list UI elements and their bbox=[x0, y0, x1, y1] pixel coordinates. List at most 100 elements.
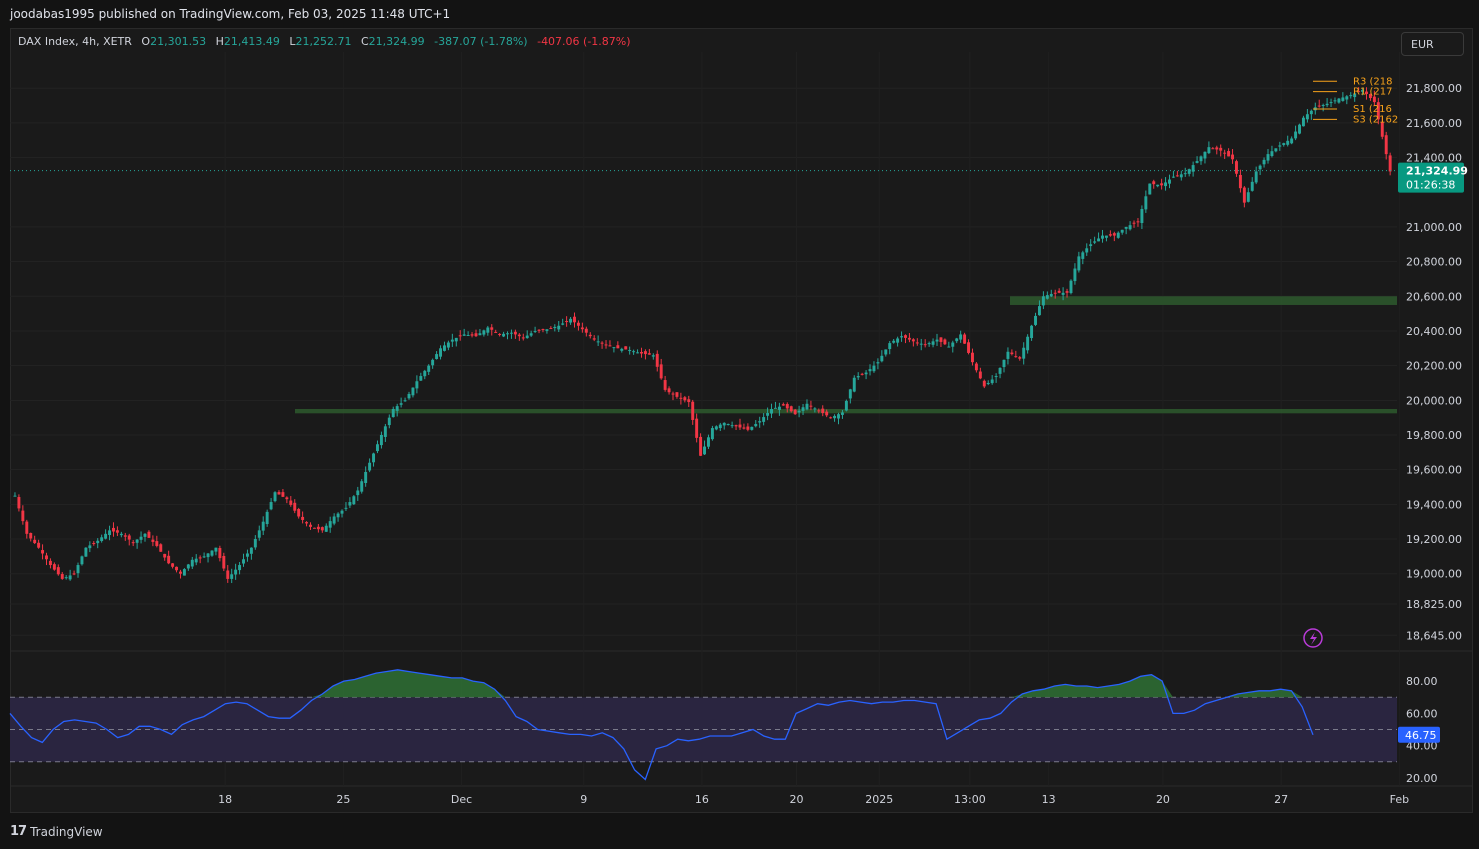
candle-body bbox=[718, 424, 722, 429]
candle-body bbox=[1361, 89, 1365, 92]
candle-body bbox=[1037, 306, 1041, 316]
candle-body bbox=[600, 342, 604, 344]
candle-body bbox=[100, 537, 104, 542]
low-label: L bbox=[289, 35, 296, 48]
candle-body bbox=[1262, 159, 1266, 165]
candle-body bbox=[679, 397, 683, 399]
candle-body bbox=[399, 403, 403, 405]
candle-body bbox=[1116, 232, 1120, 238]
candle-body bbox=[561, 323, 565, 325]
candle-body bbox=[876, 362, 880, 364]
currency-button[interactable]: EUR bbox=[1401, 32, 1464, 56]
y-tick-label: 20,000.00 bbox=[1406, 394, 1462, 407]
lightning-icon[interactable] bbox=[1303, 628, 1323, 648]
last-price-badge bbox=[1398, 162, 1464, 193]
candle-body bbox=[218, 548, 222, 559]
candle-body bbox=[17, 497, 21, 509]
candle-body bbox=[655, 353, 659, 367]
candle-body bbox=[490, 327, 494, 330]
candle-body bbox=[868, 369, 872, 372]
candle-body bbox=[1309, 110, 1313, 115]
candle-body bbox=[68, 575, 72, 580]
candle-body bbox=[777, 406, 781, 410]
candle-body bbox=[557, 325, 561, 330]
candle-body bbox=[112, 527, 115, 532]
candle-body bbox=[273, 492, 277, 502]
candle-body bbox=[119, 533, 123, 536]
candle-body bbox=[703, 446, 706, 455]
candle-body bbox=[190, 559, 194, 567]
candle-body bbox=[813, 408, 817, 410]
candle-body bbox=[604, 344, 608, 346]
candle-body bbox=[450, 339, 454, 342]
candle-body bbox=[175, 566, 178, 571]
candle-body bbox=[1246, 192, 1250, 202]
candle-body bbox=[411, 387, 415, 396]
candle-body bbox=[1231, 154, 1235, 160]
candle-body bbox=[781, 404, 785, 406]
candle-body bbox=[651, 355, 655, 357]
candle-body bbox=[856, 376, 860, 378]
candle-body bbox=[257, 530, 261, 538]
candle-body bbox=[1286, 140, 1290, 145]
candle-body bbox=[553, 326, 557, 329]
candle-body bbox=[395, 406, 399, 411]
candle-body bbox=[1345, 96, 1349, 100]
candle-body bbox=[123, 535, 127, 537]
candle-body bbox=[387, 417, 391, 426]
candle-body bbox=[1077, 256, 1081, 271]
candle-body bbox=[1195, 161, 1199, 163]
candle-body bbox=[48, 560, 52, 566]
candle-body bbox=[352, 496, 356, 505]
publish-info: joodabas1995 published on TradingView.co… bbox=[10, 7, 451, 21]
candle-body bbox=[576, 322, 580, 326]
candle-body bbox=[383, 426, 387, 437]
candle-body bbox=[1175, 175, 1179, 177]
candle-body bbox=[1093, 241, 1097, 243]
candle-body bbox=[364, 471, 368, 484]
candle-body bbox=[407, 393, 411, 399]
candle-body bbox=[1053, 292, 1057, 294]
candle-body bbox=[305, 522, 309, 524]
high-label: H bbox=[215, 35, 224, 48]
x-tick-label: 13 bbox=[1042, 793, 1056, 806]
change-alt-value: -407.06 (-1.87%) bbox=[537, 35, 631, 48]
candle-body bbox=[198, 557, 202, 559]
candle-body bbox=[506, 333, 509, 335]
candle-body bbox=[1349, 95, 1353, 97]
candle-body bbox=[549, 328, 553, 330]
candle-body bbox=[726, 424, 730, 426]
candle-body bbox=[167, 555, 171, 564]
candle-body bbox=[691, 401, 695, 420]
candle-body bbox=[533, 330, 537, 332]
y-tick-label: 19,600.00 bbox=[1406, 464, 1462, 477]
candle-body bbox=[482, 330, 486, 335]
candle-body bbox=[1191, 165, 1195, 172]
x-tick-label: Feb bbox=[1390, 793, 1409, 806]
candle-body bbox=[1002, 359, 1006, 368]
chart-panel[interactable] bbox=[10, 28, 1473, 813]
candle-body bbox=[419, 376, 423, 381]
candle-body bbox=[261, 521, 265, 531]
candle-body bbox=[974, 363, 978, 371]
candle-body bbox=[41, 550, 45, 554]
candle-body bbox=[238, 565, 242, 571]
candle-body bbox=[466, 335, 470, 337]
candle-body bbox=[647, 353, 651, 355]
candle-body bbox=[64, 577, 68, 579]
candle-body bbox=[632, 351, 636, 353]
candle-body bbox=[1014, 356, 1018, 358]
candle-body bbox=[115, 530, 119, 533]
candle-body bbox=[1101, 235, 1104, 239]
candle-body bbox=[1207, 147, 1211, 154]
candle-body bbox=[289, 500, 293, 505]
candle-body bbox=[435, 354, 439, 360]
candle-body bbox=[1329, 102, 1333, 104]
tradingview-brand[interactable]: 17 TradingView bbox=[10, 824, 103, 839]
candle-body bbox=[805, 403, 809, 410]
candle-body bbox=[293, 502, 297, 511]
symbol-label[interactable]: DAX Index, 4h, XETR bbox=[18, 35, 132, 48]
candle-body bbox=[986, 382, 990, 385]
candle-body bbox=[186, 564, 190, 569]
